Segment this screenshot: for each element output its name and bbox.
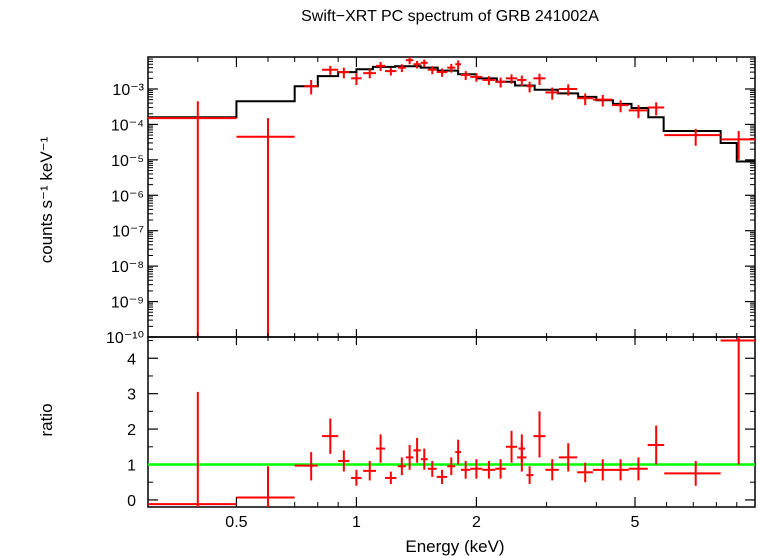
spectrum-y-tick-label: 10⁻⁷ [112, 224, 144, 241]
spectrum-data-point [505, 74, 518, 84]
ratio-data-point [526, 466, 534, 484]
ratio-data-point [447, 457, 456, 476]
spectrum-frame [147, 56, 756, 338]
spectrum-data-point [470, 73, 483, 82]
ratio-data-point [351, 469, 362, 486]
ratio-y-tick-label: 2 [127, 422, 136, 439]
spectrum-data-point [385, 67, 397, 76]
ratio-data-point [533, 411, 546, 458]
spectrum-data-point [517, 75, 527, 87]
ratio-data-point [461, 460, 471, 479]
spectrum-y-tick-label: 10⁻⁹ [111, 295, 144, 312]
spectrum-data-point [664, 128, 721, 146]
x-tick-label: 2 [472, 514, 481, 531]
ratio-data-point [577, 462, 593, 483]
ratio-data-point [470, 459, 483, 479]
ratio-data-point [628, 457, 648, 481]
ratio-data-point [405, 445, 414, 470]
x-tick-label: 5 [631, 514, 640, 531]
spectrum-data-point [482, 76, 496, 85]
ratio-data-point [236, 466, 295, 507]
ratio-panel: 0.5 1 2 5 0 1 2 3 4 [127, 329, 756, 531]
ratio-y-tick-label: 4 [127, 351, 136, 368]
ratio-frame [147, 336, 756, 508]
spectrum-data-point [495, 77, 506, 88]
ratio-data-point [385, 471, 397, 484]
spectrum-data-point [338, 67, 350, 79]
ratio-data-point [397, 457, 406, 476]
x-axis-label: Energy (keV) [405, 537, 504, 556]
spectrum-data-point [612, 100, 629, 113]
ratio-y-tick-label: 0 [127, 493, 136, 510]
ratio-data-point [376, 434, 386, 463]
spectrum-data-point [322, 65, 339, 75]
spectrum-panel: 10⁻³ 10⁻⁴ 10⁻⁵ 10⁻⁶ 10⁻⁷ 10⁻⁸ 10⁻⁹ 10⁻¹⁰ [106, 56, 756, 347]
spectrum-data-point [427, 66, 437, 75]
spectrum-data-point [545, 87, 559, 100]
spectrum-y-tick-label: 10⁻⁴ [111, 117, 144, 134]
spectrum-y-tick-label: 10⁻¹⁰ [106, 330, 144, 347]
model-line [148, 65, 755, 163]
spectrum-y-tick-label: 10⁻⁶ [111, 188, 144, 205]
ratio-data-point [592, 459, 613, 481]
ratio-data-point [427, 460, 437, 477]
spectrum-data-point [720, 131, 755, 160]
spectrum-data-point [413, 60, 421, 69]
ratio-data-point [420, 448, 428, 470]
ratio-data-point [338, 450, 350, 472]
ratio-data-point [148, 391, 237, 507]
ratio-data-point [482, 460, 496, 479]
spectrum-data-point [526, 81, 534, 93]
spectrum-data-point [351, 73, 362, 85]
spectrum-y-tick-label: 10⁻³ [112, 82, 144, 99]
ratio-data-point [664, 460, 721, 486]
spectrum-data-point [447, 63, 456, 73]
x-tick-label: 1 [352, 514, 361, 531]
ratio-data-point [558, 443, 578, 472]
ratio-data-point [647, 425, 665, 465]
spectrum-data-point [405, 57, 414, 65]
ratio-data-point [518, 434, 526, 463]
ratio-data-point [612, 459, 629, 481]
ratio-data-point [495, 459, 506, 479]
ratio-y-axis-label: ratio [37, 403, 56, 436]
ratio-data-point [720, 337, 755, 465]
spectrum-data-point [236, 118, 295, 337]
ratio-data-point [505, 430, 518, 463]
spectrum-data-point [455, 60, 462, 70]
spectrum-data-point [376, 61, 386, 72]
ratio-y-tick-label: 3 [127, 387, 136, 404]
spectrum-data-point [148, 101, 237, 337]
x-tick-label: 0.5 [225, 514, 247, 531]
spectrum-data-point [647, 102, 665, 116]
spectrum-data-point [592, 94, 613, 107]
spectrum-y-tick-label: 10⁻⁸ [111, 259, 144, 276]
spectrum-data-point [420, 59, 428, 67]
spectrum-data-point [304, 79, 318, 95]
ratio-data-point [455, 439, 462, 465]
spectrum-data-point [628, 105, 648, 119]
spectrum-y-axis-label: counts s⁻¹ keV⁻¹ [37, 136, 56, 263]
spectrum-data-point [436, 68, 448, 77]
chart-title: Swift−XRT PC spectrum of GRB 241002A [301, 8, 599, 25]
spectrum-data-point [363, 69, 377, 79]
ratio-data-point [545, 459, 559, 481]
ratio-data-point [294, 452, 318, 481]
spectrum-data-point [397, 64, 406, 73]
spectrum-data-point [533, 73, 546, 85]
spectrum-data-point [558, 84, 578, 96]
ratio-data-point [413, 437, 421, 463]
spectrum-data-point [461, 71, 471, 80]
ratio-data-point [436, 469, 448, 484]
spectrum-data-point [577, 93, 593, 106]
spectrum-y-tick-label: 10⁻⁵ [111, 153, 144, 170]
ratio-y-tick-label: 1 [127, 458, 136, 475]
ratio-data-point [322, 418, 339, 454]
ratio-data-point [363, 460, 377, 481]
